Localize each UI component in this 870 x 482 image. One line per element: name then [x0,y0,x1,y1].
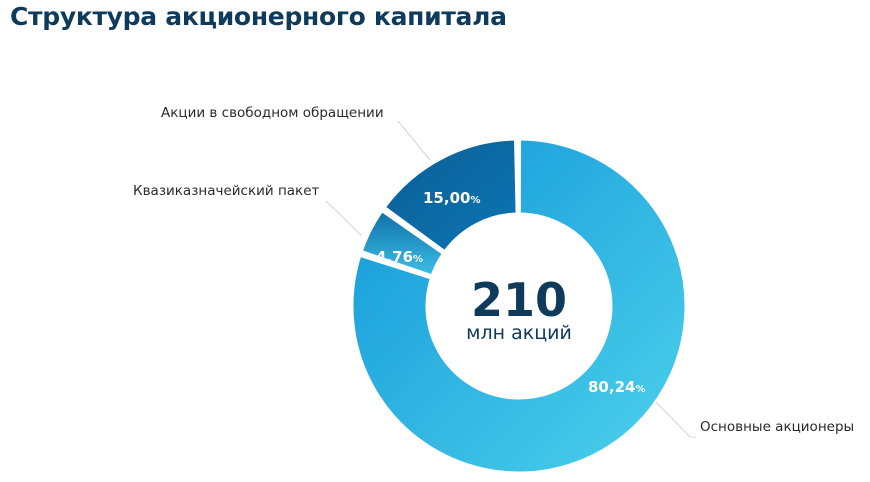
legend-label-free-float: Акции в свободном обращении [161,105,384,121]
center-total-value: 210 [471,273,567,327]
legend-label-quasi-treasury: Квазиказначейский пакет [133,183,319,199]
center-total-unit: млн акций [466,322,572,344]
leader-line-free-float [397,120,431,161]
slice-value-main-shareholders: 80,24% [588,378,645,396]
slice-main-shareholders [350,137,688,475]
leader-line-main-shareholders [655,401,696,438]
slice-value-free-float: 15,00% [423,189,480,207]
legend-label-main-shareholders: Основные акционеры [700,419,854,435]
leader-line-quasi-treasury [325,200,363,237]
slice-value-quasi-treasury: 4,76% [376,248,423,266]
chart-title: Структура акционерного капитала [10,2,507,31]
slice-quasi-treasury [359,209,445,278]
slice-free-float [382,137,519,254]
